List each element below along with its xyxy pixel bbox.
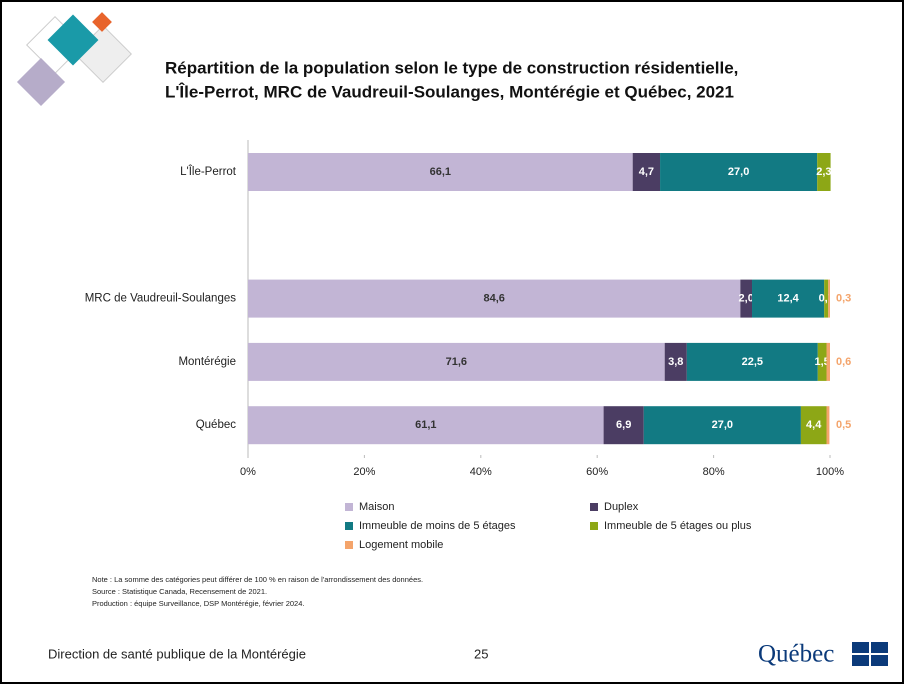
x-tick-label: 80%: [703, 466, 725, 478]
data-label: 71,6: [446, 356, 467, 368]
x-tick-label: 20%: [353, 466, 375, 478]
bar-segment: [752, 279, 825, 318]
data-label: 4,4: [806, 419, 822, 431]
data-label: 22,5: [742, 356, 763, 368]
note: Production : équipe Surveillance, DSP Mo…: [92, 599, 304, 608]
note: Note : La somme des catégories peut diff…: [92, 575, 423, 584]
legend-label: Immeuble de 5 étages ou plus: [604, 520, 752, 532]
chart-title: Répartition de la population selon le ty…: [165, 58, 738, 77]
bar-segment: [817, 342, 827, 381]
legend-label: Immeuble de moins de 5 étages: [359, 520, 516, 532]
y-tick-label: L'Île-Perrot: [180, 165, 237, 178]
data-label: 6,9: [616, 419, 631, 431]
legend-swatch: [590, 503, 598, 511]
logo: Québec: [758, 641, 834, 668]
bar-segment: [664, 342, 687, 381]
decoration: [16, 12, 132, 107]
bar-segment: [740, 279, 753, 318]
bar-segment: [248, 406, 604, 445]
x-tick-label: 0%: [240, 466, 256, 478]
data-label: 61,1: [415, 419, 436, 431]
bar-segment: [643, 406, 801, 445]
page-number: 25: [474, 646, 488, 661]
note: Source : Statistique Canada, Recensement…: [92, 587, 267, 596]
data-label: 84,6: [483, 293, 504, 305]
data-label: 0,5: [836, 419, 851, 431]
x-tick-label: 40%: [470, 466, 492, 478]
legend-swatch: [345, 522, 353, 530]
legend-label: Maison: [359, 501, 394, 513]
logo-flag: [852, 642, 888, 666]
bar-segment: [632, 153, 661, 191]
legend-swatch: [345, 541, 353, 549]
bar-segment: [248, 153, 633, 191]
bar-segment: [686, 342, 818, 381]
data-label: 66,1: [430, 166, 451, 178]
bar-segment: [800, 406, 827, 445]
bar-segment: [248, 342, 665, 381]
y-tick-label: MRC de Vaudreuil-Soulanges: [85, 293, 237, 305]
data-label: 3,8: [668, 356, 683, 368]
bar-segment: [824, 279, 829, 318]
footer-organization: Direction de santé publique de la Montér…: [48, 646, 306, 661]
bar-segment: [817, 153, 831, 191]
data-label: 0,6: [836, 356, 851, 368]
data-label: 27,0: [728, 166, 749, 178]
data-label: 0,3: [836, 293, 851, 305]
bar-segment: [660, 153, 818, 191]
data-label: 12,4: [777, 293, 799, 305]
legend-label: Duplex: [604, 501, 639, 513]
data-label: 1,5: [814, 356, 829, 368]
bar-segment: [826, 406, 830, 445]
y-tick-label: Montérégie: [178, 356, 236, 368]
bar-segment: [826, 342, 830, 381]
bar-segment: [828, 279, 830, 318]
data-label: 2,3: [816, 166, 831, 178]
bar-segment: [603, 406, 644, 445]
data-label: 4,7: [639, 166, 654, 178]
y-tick-label: Québec: [196, 419, 237, 431]
legend-swatch: [590, 522, 598, 530]
bar-segment: [248, 279, 741, 318]
data-label: 27,0: [712, 419, 733, 431]
x-tick-label: 60%: [586, 466, 608, 478]
x-tick-label: 100%: [816, 466, 844, 478]
chart-title: L'Île-Perrot, MRC de Vaudreuil-Soulanges…: [165, 82, 734, 101]
legend-label: Logement mobile: [359, 539, 443, 551]
legend-swatch: [345, 503, 353, 511]
data-label: 0,7: [819, 293, 834, 305]
data-label: 2,0: [739, 293, 754, 305]
